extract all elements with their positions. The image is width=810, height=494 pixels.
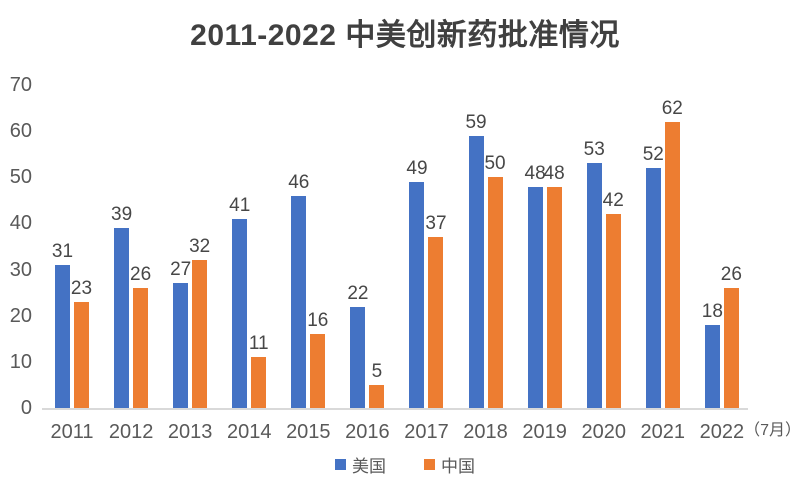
data-label: 5	[371, 360, 383, 382]
bar-group: 48 48 2019	[522, 164, 567, 442]
data-label: 46	[288, 171, 310, 193]
bar-groups: 31 23 2011 39 26 2012 27 32 2013 41 11 2014 46 16 2015…	[42, 85, 801, 443]
bar-us-2019: 48	[525, 164, 546, 408]
data-label: 59	[465, 111, 487, 133]
x-tick-label: 2011	[50, 421, 94, 443]
y-tick-label: 50	[9, 166, 32, 189]
bar-cn-2011: 23	[71, 279, 92, 408]
legend-label-cn: 中国	[441, 457, 475, 476]
data-label: 26	[720, 264, 742, 286]
y-tick-label: 40	[9, 212, 32, 235]
legend-label-us: 美国	[352, 457, 386, 476]
bar-group: 22 5 2016	[345, 284, 390, 443]
data-label: 42	[602, 190, 624, 212]
x-tick-label: 2020	[581, 421, 626, 443]
data-label: 27	[170, 259, 192, 281]
y-tick-label: 10	[9, 350, 32, 373]
bar-group: 53 42 2020	[581, 140, 626, 442]
bar-us-2013: 27	[170, 260, 191, 408]
x-tick-label: 2016	[345, 421, 390, 443]
data-label: 22	[347, 282, 369, 304]
bar-group: 39 26 2012	[109, 205, 154, 442]
bar-cn-2015: 16	[307, 311, 328, 408]
legend-item-us: 美国	[335, 452, 386, 477]
data-label: 23	[70, 277, 93, 299]
data-label: 31	[51, 240, 74, 262]
bar-cn-2020: 42	[603, 191, 624, 408]
legend-swatch-us-icon	[335, 459, 346, 470]
data-label: 53	[583, 139, 605, 161]
bar-group: 46 16 2015	[286, 173, 331, 442]
bar-cn-2021: 62	[662, 99, 683, 408]
x-tick-label: 2022 （7月）	[699, 421, 802, 443]
data-label: 48	[524, 162, 546, 184]
bar-us-2014: 41	[229, 196, 250, 408]
data-label: 62	[661, 97, 683, 119]
data-label: 39	[111, 204, 133, 226]
bar-us-2021: 52	[643, 145, 664, 408]
bar-group: 31 23 2011	[50, 242, 93, 442]
data-label: 48	[543, 162, 565, 184]
bar-cn-2014: 11	[249, 334, 269, 408]
y-tick-label: 70	[9, 74, 32, 96]
data-label: 37	[425, 213, 447, 235]
x-tick-label-suffix: （7月）	[744, 422, 802, 439]
bar-group: 18 26 2022 （7月）	[700, 265, 801, 442]
y-tick-label: 20	[9, 304, 32, 327]
bar-cn-2016: 5	[369, 362, 385, 408]
x-tick-label: 2019	[522, 421, 567, 443]
data-label: 18	[701, 300, 723, 322]
bar-cn-2012: 26	[130, 265, 151, 408]
bar-us-2011: 31	[52, 242, 73, 408]
x-tick-label: 2014	[226, 421, 272, 443]
chart-title: 2011-2022 中美创新药批准情况	[190, 19, 620, 52]
bar-cn-2017: 37	[425, 214, 447, 408]
legend: 美国 中国	[0, 452, 810, 477]
bar-us-2018: 59	[465, 113, 487, 408]
bar-us-2012: 39	[111, 205, 132, 408]
data-label: 16	[307, 310, 329, 332]
bar-us-2022: 18	[702, 302, 723, 408]
x-tick-label: 2018	[463, 421, 508, 443]
y-tick-label: 30	[9, 258, 32, 281]
bar-group: 59 50 2018	[463, 113, 508, 442]
y-tick-label: 60	[9, 120, 32, 143]
bar-us-2020: 53	[584, 140, 605, 408]
data-label: 41	[229, 194, 251, 216]
bar-cn-2018: 50	[484, 154, 506, 408]
bar-group: 41 11 2014	[227, 196, 272, 442]
bar-group: 52 62 2021	[641, 99, 686, 442]
data-label: 50	[484, 153, 506, 175]
bar-group: 49 37 2017	[404, 159, 449, 442]
bar-cn-2019: 48	[544, 164, 565, 408]
x-tick-label: 2015	[286, 421, 331, 443]
y-tick-label: 0	[20, 397, 32, 419]
x-tick-label: 2021	[640, 421, 686, 443]
plot-area: 31 23 2011 39 26 2012 27 32 2013 41 11 2014 46 16 2015…	[42, 85, 801, 443]
legend-swatch-cn-icon	[424, 459, 435, 470]
data-label: 32	[189, 236, 211, 258]
legend-item-cn: 中国	[424, 452, 475, 477]
data-label: 49	[406, 157, 428, 179]
data-label: 26	[130, 264, 152, 286]
x-tick-label: 2013	[167, 421, 213, 443]
y-axis: 0 10 20 30 40 50 60 70	[0, 75, 32, 418]
data-label: 52	[642, 144, 664, 166]
data-label: 11	[248, 333, 269, 355]
bar-us-2017: 49	[406, 159, 428, 408]
x-tick-label: 2012	[108, 421, 154, 443]
bar-cn-2013: 32	[189, 237, 210, 408]
bar-cn-2022: 26	[721, 265, 742, 408]
bar-us-2015: 46	[288, 173, 309, 408]
bar-group: 27 32 2013	[168, 237, 213, 442]
x-tick-label: 2017	[404, 421, 449, 443]
bar-us-2016: 22	[347, 284, 368, 408]
